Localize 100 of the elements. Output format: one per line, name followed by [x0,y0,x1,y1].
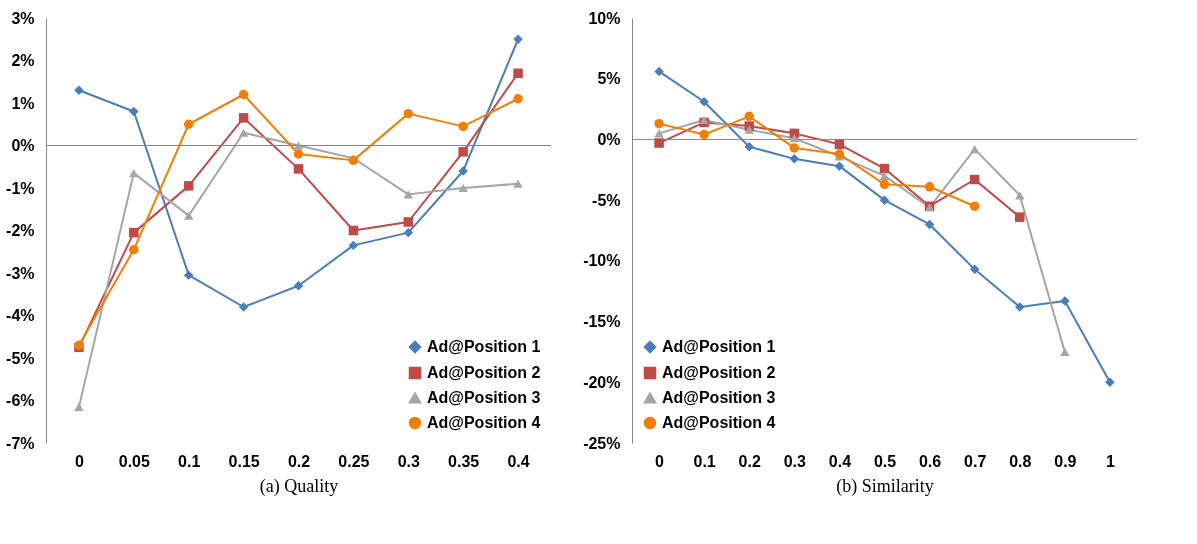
y-tick-label: -5% [592,191,621,209]
x-tick-label: 0.35 [448,452,480,470]
x-tick-label: 0.6 [918,452,942,470]
point [654,118,664,129]
point [403,108,414,119]
legend-label: Ad@Position 3 [427,389,541,406]
point [834,161,845,171]
point [129,169,139,178]
x-tick-label: 0.7 [964,452,987,470]
point [183,119,194,129]
y-tick-label: -6% [6,392,35,409]
legend-label: Ad@Position 4 [427,414,541,431]
y-tick-label: -25% [583,434,621,452]
point [74,402,84,411]
point [403,217,414,227]
point [879,195,890,205]
x-tick-label: 0.05 [118,452,150,470]
point [699,97,709,107]
y-tick-label: 1% [11,94,35,112]
x-tick-label: 1 [1105,452,1115,470]
x-tick-label: 0.5 [873,452,897,470]
point [183,270,194,280]
point [513,94,523,104]
y-tick-label: -5% [6,349,35,367]
point [458,183,468,193]
point [1060,347,1070,357]
point [924,182,935,192]
y-tick-label: -10% [583,252,621,270]
point [834,139,845,150]
y-tick-label: 5% [597,70,621,88]
point [1105,377,1115,388]
point [238,128,249,137]
point [348,225,359,236]
legend-label: Ad@Position 3 [662,389,776,406]
point [789,143,800,153]
legend-label: Ad@Position 1 [427,338,541,355]
y-tick-label: 0% [597,130,621,148]
point [293,281,304,291]
y-tick-label: 3% [11,9,35,27]
point [744,141,754,152]
point [879,179,890,190]
y-tick-label: 10% [588,9,621,27]
point [879,171,890,180]
point [969,145,980,154]
x-tick-label: 0.4 [828,452,852,470]
point [789,134,800,143]
point [699,129,709,140]
legend-label: Ad@Position 1 [662,338,776,355]
x-tick-label: 0.25 [338,452,370,470]
y-tick-label: -2% [6,222,35,239]
point [129,227,139,238]
point [969,201,980,211]
point [1015,212,1025,222]
point [238,113,249,123]
point [513,179,523,188]
legend-label: Ad@Position 2 [427,364,541,381]
point [293,149,304,159]
point [924,219,935,230]
point [789,154,800,164]
point [458,121,468,132]
y-tick-label: 0% [11,137,35,154]
x-tick-label: 0.9 [1054,452,1077,470]
x-tick-label: 0.2 [738,452,761,470]
point [183,211,194,220]
y-tick-label: -3% [6,264,35,282]
y-tick-label: 2% [11,52,35,69]
x-axis-title: (b) Similarity [836,475,934,497]
legend-label: Ad@Position 4 [662,414,776,431]
point [293,164,304,174]
y-tick-label: -15% [583,313,621,331]
y-tick-label: -7% [6,434,35,452]
point [654,66,664,77]
point [654,138,664,148]
x-tick-label: 0.3 [397,452,420,470]
point [403,227,414,238]
point [238,302,249,312]
point [74,85,84,95]
x-tick-label: 0.3 [783,452,807,470]
point [129,244,139,255]
point [744,125,754,134]
point [129,106,139,117]
point [183,181,194,191]
x-tick-label: 0.8 [1009,452,1032,470]
point [744,111,754,122]
point [348,240,359,251]
point [238,89,249,100]
x-tick-label: 0.15 [228,452,260,470]
x-tick-label: 0.1 [693,452,716,470]
point [969,174,980,185]
y-tick-label: -4% [6,307,35,324]
x-tick-label: 0 [74,452,84,470]
point [458,147,468,157]
y-tick-label: -20% [583,373,621,391]
point [513,68,523,78]
x-tick-label: 0 [655,452,665,470]
x-tick-label: 0.1 [178,452,201,470]
point [969,264,980,275]
point [513,34,523,44]
y-tick-label: -1% [6,179,35,197]
point [293,141,304,150]
